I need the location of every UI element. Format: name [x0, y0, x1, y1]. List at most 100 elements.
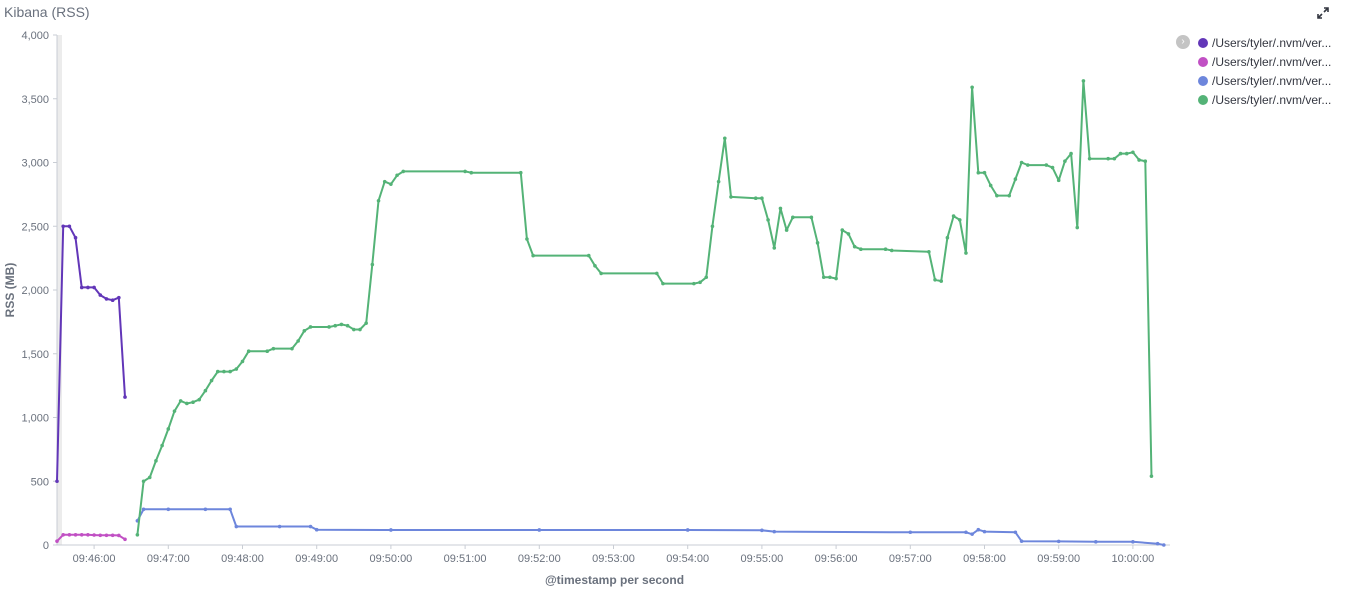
- data-point: [840, 228, 845, 232]
- data-point: [1162, 543, 1166, 547]
- line-chart: 0 500 1,000 1,500 2,000 2,500 3,000 3,500 4,000 0…: [3, 30, 1170, 587]
- data-point: [889, 248, 894, 253]
- data-point: [964, 530, 968, 535]
- legend-label: /Users/tyler/.nvm/ver...: [1212, 73, 1332, 88]
- data-point: [333, 323, 338, 328]
- data-point: [1044, 163, 1049, 167]
- x-tick-label: 09:56:00: [815, 553, 858, 565]
- data-point: [772, 529, 777, 534]
- data-point: [1118, 151, 1123, 156]
- series-line-3: [136, 508, 1165, 546]
- y-tick-label: 1,000: [21, 413, 49, 425]
- data-point: [927, 249, 931, 254]
- data-point: [352, 327, 356, 332]
- y-tick-label: 4,000: [21, 30, 49, 42]
- data-point: [86, 285, 90, 290]
- data-point: [537, 528, 542, 532]
- legend-label: /Users/tyler/.nvm/ver...: [1212, 35, 1332, 50]
- data-point: [172, 409, 177, 413]
- data-point: [809, 215, 814, 220]
- selection-band: [57, 35, 62, 545]
- data-point: [67, 533, 72, 537]
- data-point: [525, 237, 529, 241]
- data-point: [778, 206, 783, 211]
- data-point: [518, 170, 523, 175]
- data-point: [828, 275, 832, 280]
- data-point: [939, 279, 944, 283]
- data-point: [302, 329, 307, 333]
- x-tick-label: 09:50:00: [369, 553, 412, 565]
- legend-item-3[interactable]: /Users/tyler/.nvm/ver...: [1198, 71, 1348, 90]
- data-point: [308, 524, 313, 529]
- x-tick-label: 09:51:00: [444, 553, 487, 565]
- data-point: [982, 170, 987, 175]
- data-point: [104, 297, 109, 301]
- y-tick-label: 2,500: [21, 221, 49, 233]
- data-point: [704, 275, 709, 280]
- data-point: [203, 507, 208, 512]
- data-point: [859, 247, 863, 251]
- data-point: [1143, 159, 1148, 164]
- data-point: [1007, 193, 1012, 198]
- legend-label: /Users/tyler/.nvm/ver...: [1212, 54, 1332, 69]
- data-point: [685, 528, 690, 532]
- data-point: [277, 524, 282, 529]
- data-point: [1131, 540, 1135, 544]
- fullscreen-icon[interactable]: [1316, 6, 1330, 20]
- legend-item-4[interactable]: /Users/tyler/.nvm/ver...: [1198, 90, 1348, 109]
- data-point: [160, 443, 164, 448]
- data-point: [209, 378, 214, 383]
- data-point: [86, 533, 90, 537]
- data-point: [308, 325, 313, 329]
- data-point: [222, 369, 226, 374]
- data-point: [234, 367, 239, 371]
- x-tick-label: 09:53:00: [592, 553, 635, 565]
- data-point: [104, 533, 109, 538]
- data-point: [1056, 178, 1061, 183]
- data-point: [791, 215, 795, 220]
- legend-dot-icon: [1198, 75, 1208, 86]
- data-point: [1069, 151, 1073, 156]
- data-point: [846, 232, 851, 236]
- data-point: [951, 214, 956, 218]
- data-point: [123, 395, 127, 399]
- series-line-2: [56, 533, 126, 542]
- data-point: [154, 459, 158, 463]
- data-point: [599, 271, 603, 276]
- data-point: [1124, 151, 1129, 156]
- legend-label: /Users/tyler/.nvm/ver...: [1212, 92, 1332, 107]
- series-line-1: [56, 225, 126, 482]
- y-axis-title: RSS (MB): [3, 263, 17, 318]
- data-point: [908, 530, 913, 535]
- x-tick-label: 09:57:00: [889, 553, 932, 565]
- data-point: [988, 183, 993, 188]
- data-point: [753, 196, 758, 200]
- x-tick-label: 09:55:00: [740, 553, 783, 565]
- data-point: [1149, 474, 1154, 478]
- data-point: [531, 253, 535, 258]
- panel-title: Kibana (RSS): [4, 4, 90, 20]
- x-tick-label: 09:58:00: [963, 553, 1006, 565]
- y-tick-label: 500: [31, 476, 49, 488]
- data-point: [815, 241, 820, 245]
- data-point: [995, 193, 999, 198]
- legend-item-2[interactable]: /Users/tyler/.nvm/ver...: [1198, 52, 1348, 71]
- data-point: [661, 281, 665, 286]
- data-point: [92, 533, 96, 537]
- data-point: [760, 528, 764, 533]
- data-point: [710, 224, 715, 229]
- data-point: [970, 85, 974, 90]
- data-point: [79, 285, 84, 290]
- data-point: [327, 325, 331, 329]
- legend-dot-icon: [1198, 94, 1208, 105]
- data-point: [821, 275, 826, 280]
- chevron-right-icon[interactable]: ›: [1176, 35, 1190, 49]
- data-point: [61, 533, 65, 537]
- data-point: [1087, 156, 1092, 161]
- data-point: [692, 281, 696, 286]
- data-point: [698, 280, 702, 285]
- legend-item-1[interactable]: /Users/tyler/.nvm/ver...: [1198, 33, 1348, 52]
- data-point: [1013, 530, 1018, 535]
- x-tick-label: 09:52:00: [518, 553, 561, 565]
- data-point: [98, 533, 103, 538]
